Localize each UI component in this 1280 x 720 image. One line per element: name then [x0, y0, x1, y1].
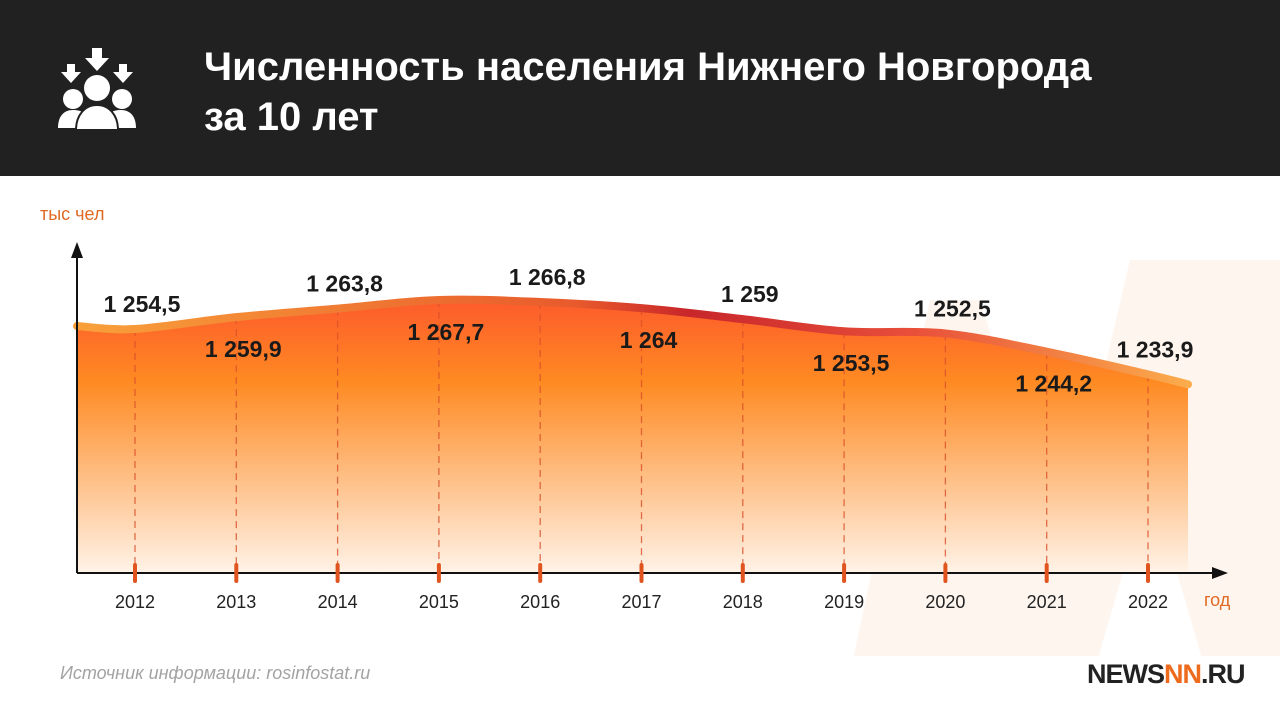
page-title: Численность населения Нижнего Новгорода … — [204, 45, 1092, 139]
x-tick-label: 2021 — [1027, 592, 1067, 612]
x-tick-label: 2022 — [1128, 592, 1168, 612]
data-label: 1 244,2 — [1015, 371, 1092, 397]
chart: 2012 1 254,5 2013 1 259,9 2014 1 263,8 2015 1 2… — [71, 242, 1280, 656]
data-label: 1 263,8 — [306, 271, 383, 297]
source-text: Источник информации: rosinfostat.ru — [60, 663, 371, 683]
logo-nn: NN — [1164, 659, 1202, 689]
data-label: 1 254,5 — [104, 291, 181, 317]
data-label: 1 253,5 — [813, 350, 890, 376]
area-fill — [77, 299, 1188, 573]
y-axis-label: тыс чел — [40, 204, 105, 224]
x-tick-label: 2012 — [115, 592, 155, 612]
x-tick-label: 2017 — [621, 592, 661, 612]
x-axis-label: год — [1204, 590, 1231, 610]
x-tick-label: 2018 — [723, 592, 763, 612]
x-tick-label: 2016 — [520, 592, 560, 612]
x-tick-label: 2019 — [824, 592, 864, 612]
x-tick-label: 2015 — [419, 592, 459, 612]
x-tick-label: 2014 — [318, 592, 358, 612]
x-tick-label: 2020 — [925, 592, 965, 612]
y-axis-arrow — [71, 242, 83, 258]
data-label: 1 259,9 — [205, 336, 282, 362]
logo-news: NEWS — [1087, 659, 1165, 689]
data-label: 1 264 — [620, 327, 678, 353]
logo-ru: .RU — [1201, 659, 1245, 689]
series-line — [73, 295, 1192, 389]
data-label: 1 252,5 — [914, 295, 991, 321]
data-label: 1 259 — [721, 281, 779, 307]
data-label: 1 267,7 — [408, 319, 485, 345]
data-label: 1 266,8 — [509, 264, 586, 290]
data-label: 1 233,9 — [1117, 336, 1194, 362]
x-axis-arrow — [1212, 567, 1228, 579]
x-tick-label: 2013 — [216, 592, 256, 612]
people-group-icon — [58, 48, 136, 131]
plot-area: 2012 1 254,5 2013 1 259,9 2014 1 263,8 2015 1 2… — [71, 242, 1228, 612]
header: Численность населения Нижнего Новгорода … — [0, 0, 1280, 176]
newsnn-logo[interactable]: NEWSNN.RU — [1087, 659, 1245, 690]
